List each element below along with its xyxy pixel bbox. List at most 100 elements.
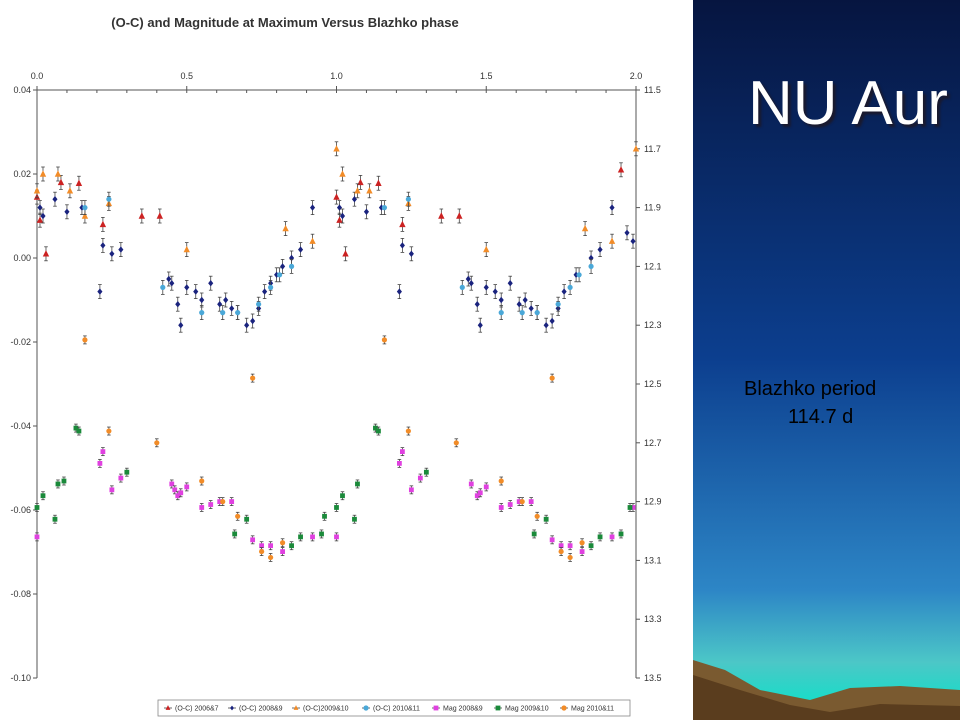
x-tick-label: 2.0	[630, 71, 643, 81]
legend-marker	[293, 705, 299, 710]
data-point	[567, 554, 573, 561]
data-point	[106, 428, 112, 434]
data-point	[37, 204, 43, 211]
data-point	[172, 487, 178, 493]
data-point	[178, 322, 184, 329]
y2-tick-label: 12.5	[644, 379, 662, 389]
data-point	[99, 220, 107, 228]
data-point	[282, 224, 289, 232]
blazhko-period-value: 114.7 d	[788, 406, 854, 428]
data-point	[34, 534, 40, 540]
data-point	[124, 469, 130, 475]
data-point	[579, 549, 585, 554]
data-point	[507, 280, 513, 287]
data-point	[340, 493, 345, 499]
data-point	[549, 375, 555, 381]
data-point	[184, 484, 190, 490]
data-point	[624, 229, 630, 236]
data-point	[154, 440, 160, 446]
legend-label: (O-C)2009&10	[303, 706, 349, 713]
data-point	[558, 548, 564, 555]
y2-tick-label: 13.1	[644, 555, 662, 565]
data-point	[199, 296, 205, 304]
y-tick-label: 0.02	[13, 169, 31, 179]
data-point	[33, 187, 41, 194]
series-5	[34, 423, 633, 551]
legend-marker	[433, 705, 439, 711]
data-point	[178, 490, 184, 496]
data-point	[528, 499, 534, 504]
data-point	[268, 554, 274, 561]
data-point	[519, 310, 525, 316]
data-point	[100, 242, 106, 249]
data-point	[417, 475, 423, 481]
data-point	[399, 220, 406, 228]
y-tick-label: 0.04	[13, 85, 31, 95]
y2-tick-label: 13.5	[644, 673, 662, 683]
data-point	[339, 212, 346, 220]
legend-marker	[561, 705, 567, 711]
y-tick-label: 0.00	[13, 253, 31, 263]
x-tick-label: 1.5	[480, 71, 493, 81]
x-tick-label: 0.0	[31, 71, 44, 81]
data-point	[235, 513, 241, 519]
data-point	[160, 284, 166, 290]
data-point	[516, 301, 522, 308]
data-point	[351, 196, 358, 203]
data-point	[507, 502, 513, 507]
data-point	[522, 296, 528, 304]
data-point	[256, 301, 262, 307]
data-point	[516, 499, 522, 504]
legend-label: (O-C) 2006&7	[175, 706, 219, 713]
data-point	[268, 543, 274, 549]
legend-marker	[363, 705, 369, 711]
data-point	[193, 288, 199, 295]
data-point	[618, 531, 624, 537]
data-point	[423, 469, 429, 475]
chart-title: (O-C) and Magnitude at Maximum Versus Bl…	[111, 15, 458, 30]
data-point	[339, 170, 346, 177]
data-point	[97, 288, 103, 295]
series-1	[37, 191, 636, 333]
data-point	[373, 425, 378, 431]
data-point	[106, 196, 112, 202]
data-point	[528, 305, 534, 312]
data-point	[268, 284, 274, 290]
data-point	[118, 475, 124, 481]
data-point	[549, 317, 555, 325]
data-point	[468, 280, 474, 287]
data-point	[396, 288, 402, 295]
data-point	[375, 179, 382, 186]
data-point	[519, 499, 525, 505]
data-point	[235, 310, 241, 316]
y2-tick-label: 11.7	[644, 144, 661, 154]
series-0	[33, 162, 625, 262]
data-point	[138, 212, 146, 219]
data-point	[408, 487, 414, 493]
data-point	[333, 145, 340, 152]
data-point	[474, 301, 480, 308]
data-point	[166, 275, 172, 283]
data-point	[588, 543, 594, 549]
data-point	[355, 481, 360, 487]
y2-tick-label: 11.9	[644, 203, 661, 213]
data-point	[579, 540, 585, 546]
data-point	[483, 484, 489, 490]
y2-tick-label: 12.1	[644, 261, 662, 271]
data-point	[399, 242, 405, 249]
y2-tick-label: 12.3	[644, 320, 662, 330]
data-point	[498, 505, 504, 510]
chart-panel: (O-C) and Magnitude at Maximum Versus Bl…	[10, 15, 662, 717]
data-point	[456, 212, 463, 219]
data-point	[474, 493, 480, 499]
y-tick-label: -0.04	[10, 421, 31, 431]
data-point	[310, 534, 315, 540]
data-point	[465, 275, 471, 283]
data-point	[244, 322, 250, 329]
data-point	[597, 534, 603, 540]
data-point	[498, 296, 504, 304]
data-point	[82, 205, 88, 211]
data-point	[259, 548, 265, 555]
data-point	[438, 212, 445, 219]
data-point	[280, 263, 286, 270]
